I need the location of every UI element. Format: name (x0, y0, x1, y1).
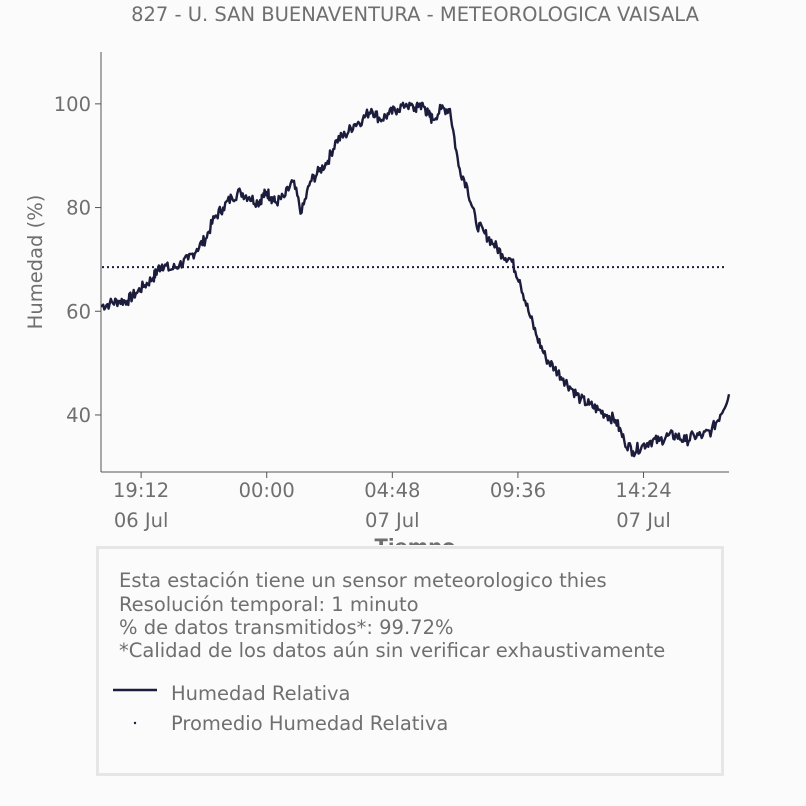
info-box: Esta estación tiene un sensor meteorolog… (96, 546, 724, 776)
x-tick-label-date: 07 Jul (365, 509, 420, 532)
x-tick-label-time: 14:24 (615, 479, 671, 502)
humedad-series-line (100, 101, 731, 458)
series-group (100, 101, 731, 458)
legend-label-humedad: Humedad Relativa (171, 682, 351, 705)
x-tick-label-date: 06 Jul (114, 509, 169, 532)
note-resolution: Resolución temporal: 1 minuto (119, 593, 419, 616)
y-tick-label: 80 (66, 197, 91, 220)
legend-dot-swatch (133, 721, 137, 725)
note-sensor: Esta estación tiene un sensor meteorolog… (119, 569, 607, 592)
y-tick-label: 60 (66, 300, 91, 323)
note-transmitted: % de datos transmitidos*: 99.72% (119, 616, 454, 639)
x-tick-label-time: 00:00 (239, 479, 295, 502)
x-tick-label-time: 19:12 (113, 479, 169, 502)
x-axis-label: Tiempo (375, 535, 456, 545)
y-ticks: 40 60 80 100 (54, 93, 101, 427)
legend-label-promedio: Promedio Humedad Relativa (171, 712, 449, 735)
y-axis-label: Humedad (%) (24, 195, 47, 330)
note-quality: *Calidad de los datos aún sin verificar … (119, 639, 666, 662)
x-tick-label-time: 09:36 (490, 479, 546, 502)
x-ticks: 19:12 06 Jul 00:00 04:48 07 Jul 09:36 14:24 07 … (113, 472, 672, 532)
chart-svg: 827 - U. SAN BUENAVENTURA - METEOROLOGIC… (24, 3, 731, 545)
chart-title: 827 - U. SAN BUENAVENTURA - METEOROLOGIC… (131, 3, 700, 26)
legend-line-swatch (113, 688, 157, 692)
x-tick-label-date: 07 Jul (616, 509, 671, 532)
x-tick-label-time: 04:48 (364, 479, 420, 502)
y-tick-label: 100 (54, 93, 91, 116)
y-tick-label: 40 (66, 404, 91, 427)
